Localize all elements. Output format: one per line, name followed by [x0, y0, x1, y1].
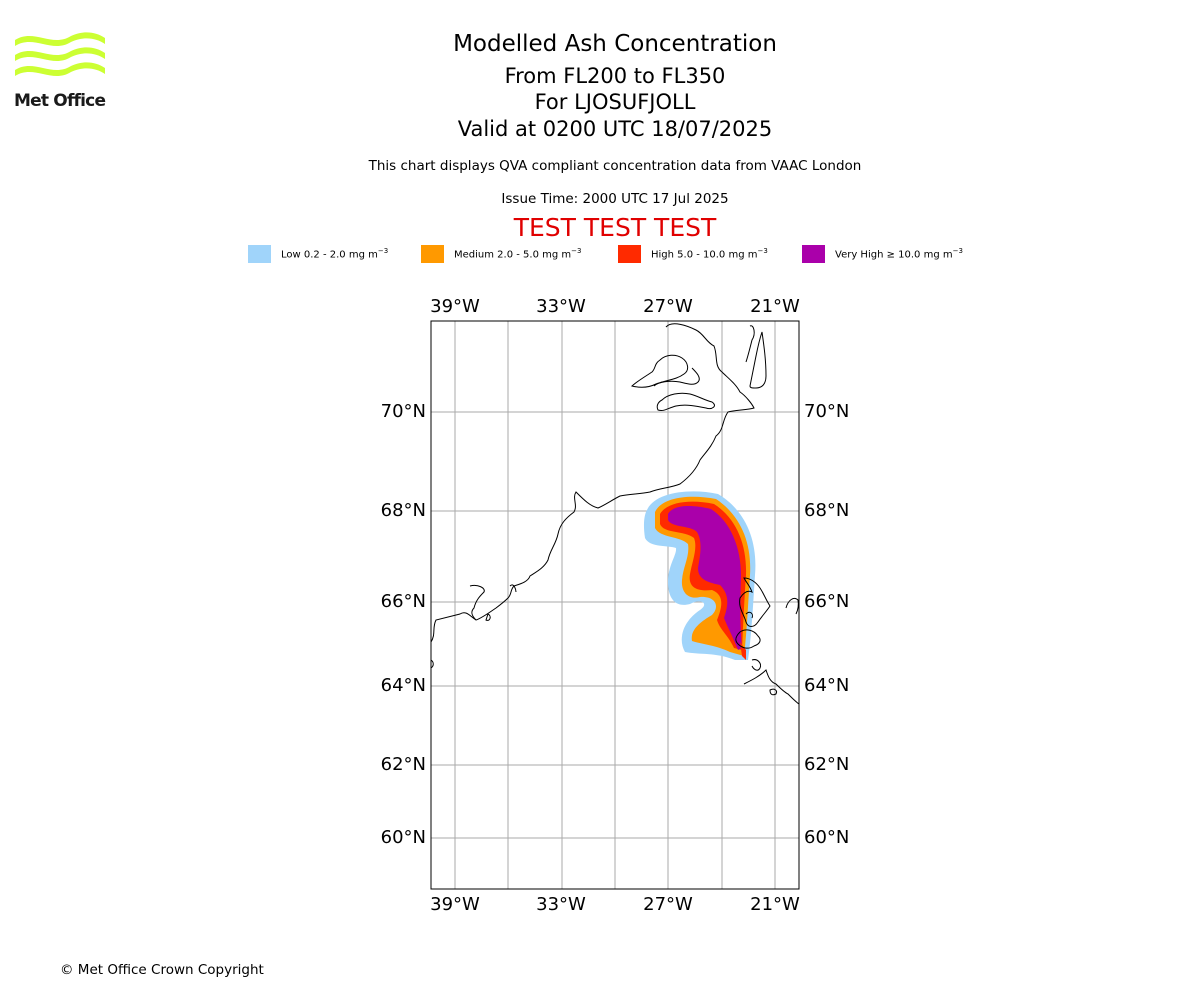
- lat-label: 64°N: [804, 675, 849, 696]
- flight-levels: From FL200 to FL350: [504, 64, 726, 88]
- legend-unit-exp: −3: [757, 247, 768, 256]
- legend-item-low: Low 0.2 - 2.0 mg m−3: [248, 244, 388, 264]
- legend-label-high: High 5.0 - 10.0 mg m: [651, 249, 758, 261]
- lat-label: 66°N: [381, 591, 426, 612]
- chart-subtitle: This chart displays QVA compliant concen…: [368, 158, 862, 174]
- ash-contours: [643, 491, 756, 660]
- legend-item-high: High 5.0 - 10.0 mg m−3: [618, 244, 768, 264]
- legend-unit-exp: −3: [571, 247, 582, 256]
- valid-time: Valid at 0200 UTC 18/07/2025: [457, 117, 773, 141]
- issue-time: Issue Time: 2000 UTC 17 Jul 2025: [501, 191, 729, 207]
- lon-labels-bottom: 39°W 33°W 27°W 21°W: [430, 894, 800, 915]
- legend-item-very-high: Very High ≥ 10.0 mg m−3: [802, 244, 963, 264]
- lon-label: 33°W: [536, 296, 586, 317]
- lon-label: 21°W: [750, 894, 800, 915]
- lat-labels-right: 70°N 68°N 66°N 64°N 62°N 60°N: [804, 401, 849, 848]
- lon-labels-top: 39°W 33°W 27°W 21°W: [430, 296, 800, 317]
- legend-swatch-very-high: [802, 245, 825, 263]
- test-banner: TEST TEST TEST: [513, 213, 717, 242]
- coastlines: [430, 323, 800, 705]
- met-office-waves-icon: [15, 32, 105, 76]
- copyright-notice: © Met Office Crown Copyright: [60, 962, 264, 978]
- logo-text: Met Office: [14, 91, 106, 111]
- lat-label: 68°N: [381, 500, 426, 521]
- legend-swatch-medium: [421, 245, 444, 263]
- lon-label: 27°W: [643, 894, 693, 915]
- lon-label: 27°W: [643, 296, 693, 317]
- chart-title: Modelled Ash Concentration: [453, 31, 777, 57]
- lat-label: 68°N: [804, 500, 849, 521]
- lat-label: 64°N: [381, 675, 426, 696]
- legend-unit-exp: −3: [377, 247, 389, 256]
- legend-unit-exp: −3: [952, 247, 963, 256]
- lat-label: 70°N: [381, 401, 426, 422]
- lat-label: 70°N: [804, 401, 849, 422]
- legend-label-medium: Medium 2.0 - 5.0 mg m: [454, 249, 572, 261]
- lat-labels-left: 70°N 68°N 66°N 64°N 62°N 60°N: [381, 401, 426, 848]
- legend-label-low: Low 0.2 - 2.0 mg m: [281, 249, 378, 261]
- legend-swatch-high: [618, 245, 641, 263]
- met-office-logo: Met Office: [14, 30, 108, 114]
- lat-label: 60°N: [804, 827, 849, 848]
- lat-label: 62°N: [381, 754, 426, 775]
- legend-swatch-low: [248, 245, 271, 263]
- lat-label: 62°N: [804, 754, 849, 775]
- ash-very-high-area: [668, 506, 742, 650]
- lon-label: 21°W: [750, 296, 800, 317]
- lon-label: 33°W: [536, 894, 586, 915]
- legend-item-medium: Medium 2.0 - 5.0 mg m−3: [421, 244, 581, 264]
- lat-label: 66°N: [804, 591, 849, 612]
- lat-label: 60°N: [381, 827, 426, 848]
- lon-label: 39°W: [430, 894, 480, 915]
- lon-label: 39°W: [430, 296, 480, 317]
- legend-label-very-high: Very High ≥ 10.0 mg m: [835, 249, 953, 261]
- volcano-name: For LJOSUFJOLL: [534, 90, 696, 114]
- map-frame: [430, 320, 800, 890]
